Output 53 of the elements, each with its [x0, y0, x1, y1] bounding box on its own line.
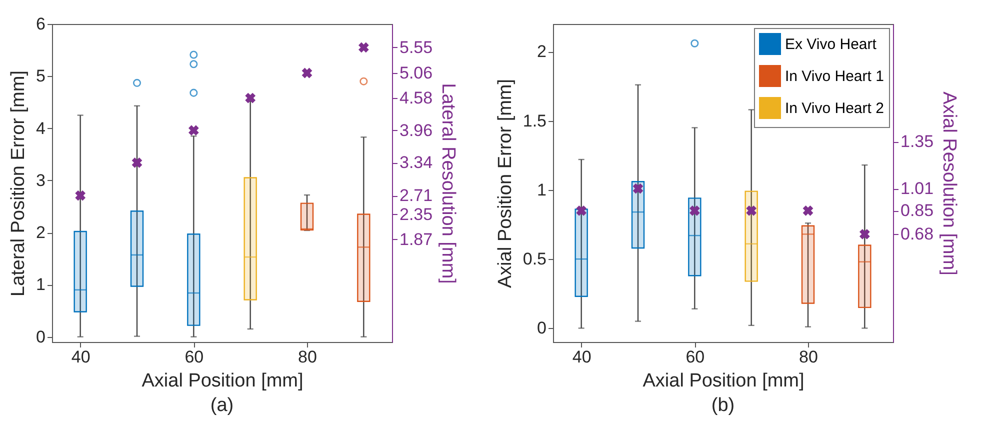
y-tick-label: 1 — [36, 275, 46, 294]
x-axis-title: Axial Position [mm] — [142, 370, 304, 392]
y-tick-label: 4 — [36, 118, 46, 138]
y-tick-label: 2 — [537, 42, 546, 62]
point — [188, 125, 199, 136]
point — [576, 205, 587, 216]
y2-tick-label: 3.34 — [400, 153, 433, 172]
x-tick-label: 40 — [71, 348, 90, 366]
x-tick-label: 60 — [184, 348, 204, 366]
point — [245, 92, 256, 104]
x-tick-label: 80 — [298, 348, 317, 366]
x-tick-label: 80 — [799, 348, 818, 366]
y-axis-title: Lateral Position Error [mm] — [8, 70, 30, 296]
y2-tick-label: 0.68 — [900, 224, 934, 244]
point — [802, 205, 814, 216]
x-axis-title: Axial Position [mm] — [642, 370, 804, 392]
y2-tick-label: 2.35 — [400, 204, 433, 224]
point — [859, 228, 870, 240]
point — [358, 42, 369, 53]
point — [746, 205, 757, 216]
point — [302, 68, 312, 78]
point — [632, 183, 644, 194]
x-tick-label: 60 — [686, 348, 705, 366]
y-tick-label: 1.5 — [522, 111, 546, 130]
y-tick-label: 5 — [36, 66, 46, 86]
text: (b) — [711, 395, 735, 416]
y-tick-label: 0.5 — [522, 250, 546, 269]
legend-label: Ex Vivo Heart — [785, 36, 878, 53]
point — [132, 157, 142, 168]
y2-tick-label: 5.55 — [400, 38, 433, 57]
y2-tick-label: 3.96 — [400, 120, 433, 140]
y-tick-label: 6 — [36, 14, 46, 34]
y-tick-label: 0 — [36, 327, 46, 346]
y2-tick-label: 0.85 — [900, 201, 934, 220]
legend-label: In Vivo Heart 1 — [785, 68, 884, 85]
x-tick-label: 40 — [572, 348, 592, 366]
y2-tick-label: 1.87 — [400, 230, 433, 249]
y-tick-label: 0 — [537, 318, 546, 338]
y2-axis-title: Lateral Resolution [mm] — [438, 83, 459, 284]
legend-label: In Vivo Heart 2 — [785, 100, 884, 117]
text: (a) — [210, 395, 234, 416]
y-tick-label: 1 — [537, 180, 546, 200]
point — [75, 190, 86, 201]
y-tick-label: 2 — [36, 223, 46, 242]
y-axis-title: Axial Position Error [mm] — [494, 78, 516, 288]
y2-tick-label: 4.58 — [400, 88, 433, 108]
y2-axis-title: Axial Resolution [mm] — [938, 92, 960, 276]
point — [689, 205, 700, 216]
y2-tick-label: 2.71 — [400, 186, 433, 206]
y2-tick-label: 1.35 — [900, 132, 934, 152]
y-tick-label: 3 — [36, 170, 46, 190]
y2-tick-label: 5.06 — [400, 64, 433, 83]
y2-tick-label: 1.01 — [900, 179, 934, 198]
